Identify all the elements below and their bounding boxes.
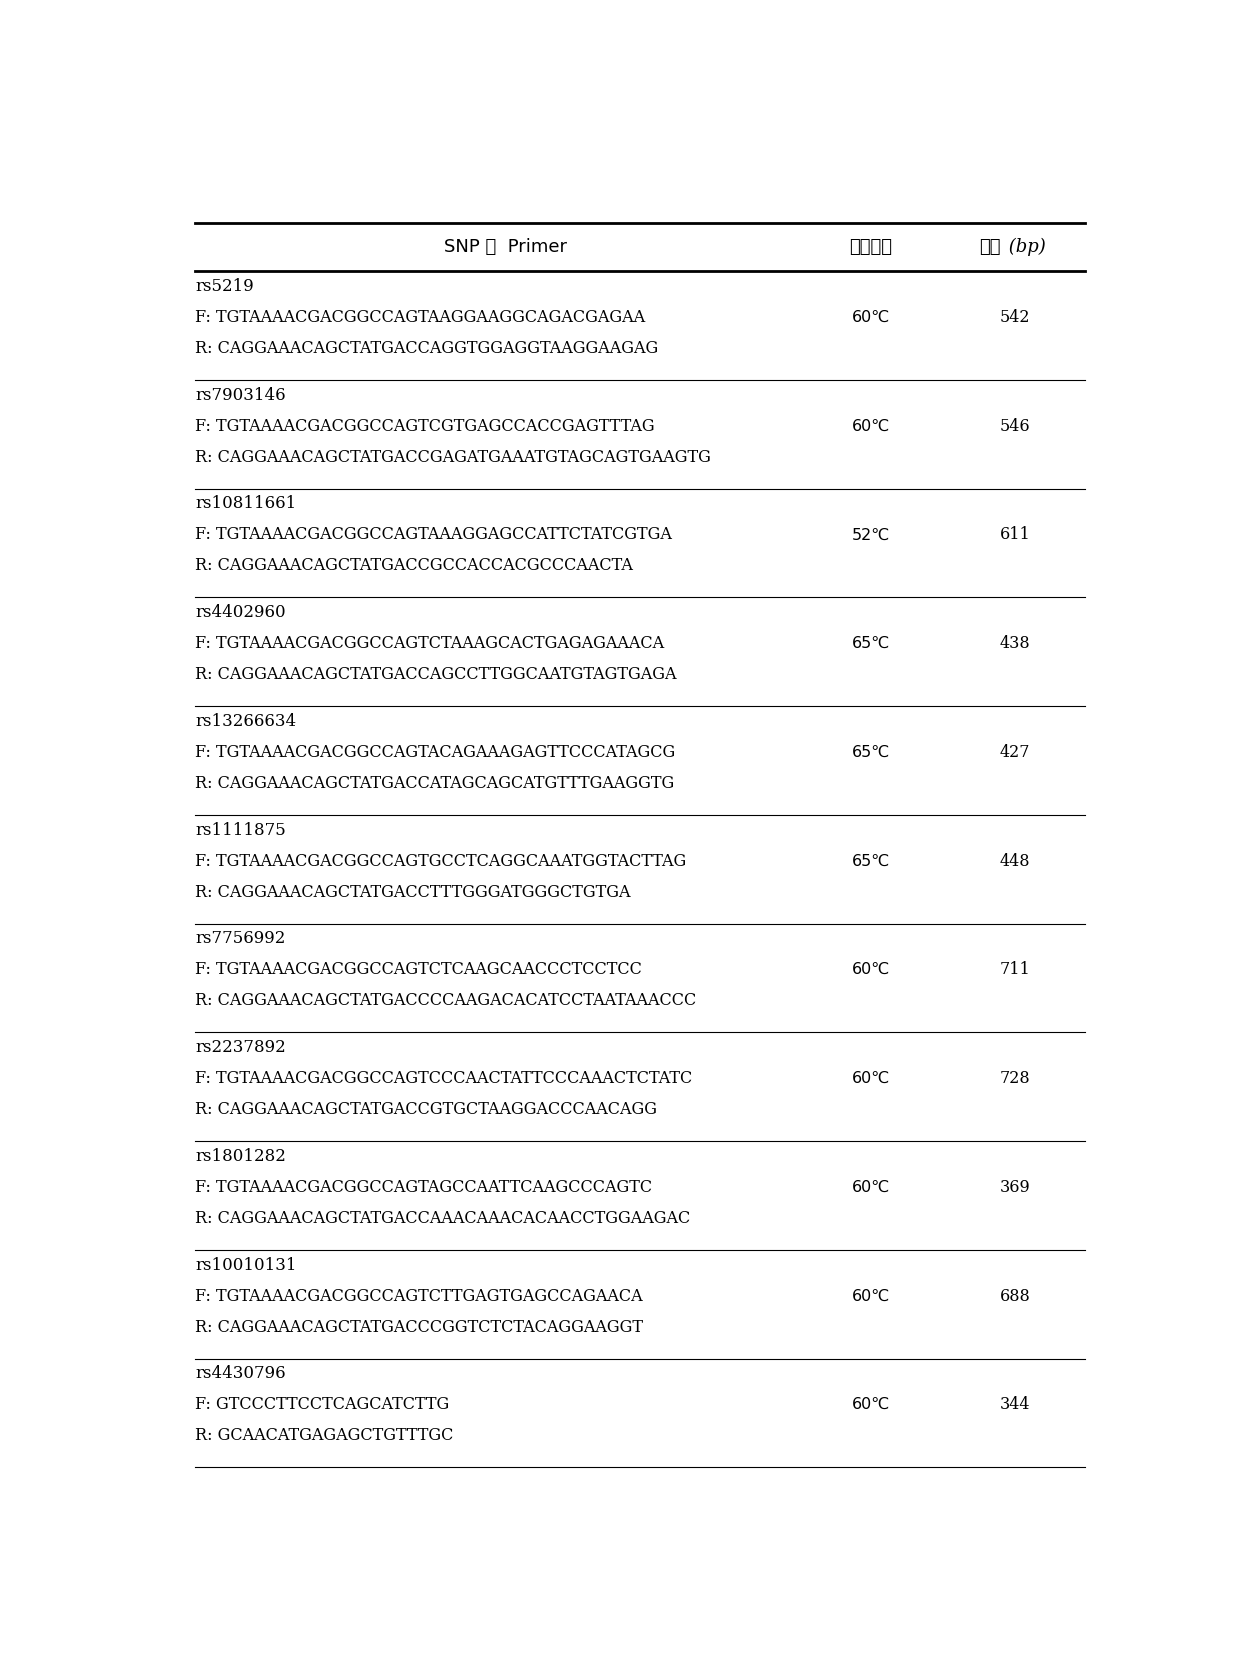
Text: F: TGTAAAACGACGGCCAGTAGCCAATTCAAGCCCAGTC: F: TGTAAAACGACGGCCAGTAGCCAATTCAAGCCCAGTC xyxy=(196,1179,652,1196)
Text: R: CAGGAAACAGCTATGACCGAGATGAAATGTAGCAGTGAAGTG: R: CAGGAAACAGCTATGACCGAGATGAAATGTAGCAGTG… xyxy=(196,449,712,466)
Text: 60℃: 60℃ xyxy=(852,309,890,324)
Text: 60℃: 60℃ xyxy=(852,1179,890,1194)
Text: 344: 344 xyxy=(999,1397,1030,1414)
Text: 542: 542 xyxy=(999,309,1030,326)
Text: R: CAGGAAACAGCTATGACCTTTGGGATGGGCTGTGA: R: CAGGAAACAGCTATGACCTTTGGGATGGGCTGTGA xyxy=(196,883,631,901)
Text: R: CAGGAAACAGCTATGACCAAACAAACACAACCTGGAAGAC: R: CAGGAAACAGCTATGACCAAACAAACACAACCTGGAA… xyxy=(196,1209,691,1227)
Text: R: CAGGAAACAGCTATGACCAGGTGGAGGTAAGGAAGAG: R: CAGGAAACAGCTATGACCAGGTGGAGGTAAGGAAGAG xyxy=(196,339,658,358)
Text: R: CAGGAAACAGCTATGACCGCCACCACGCCCAACTA: R: CAGGAAACAGCTATGACCGCCACCACGCCCAACTA xyxy=(196,557,634,574)
Text: 60℃: 60℃ xyxy=(852,1071,890,1086)
Text: R: GCAACATGAGAGCTGTTTGC: R: GCAACATGAGAGCTGTTTGC xyxy=(196,1427,454,1443)
Text: F: TGTAAAACGACGGCCAGTCTAAAGCACTGAGAGAAACA: F: TGTAAAACGACGGCCAGTCTAAAGCACTGAGAGAAAC… xyxy=(196,635,665,652)
Text: rs2237892: rs2237892 xyxy=(196,1039,286,1056)
Text: F: GTCCCTTCCTCAGCATCTTG: F: GTCCCTTCCTCAGCATCTTG xyxy=(196,1397,450,1414)
Text: R: CAGGAAACAGCTATGACCATAGCAGCATGTTTGAAGGTG: R: CAGGAAACAGCTATGACCATAGCAGCATGTTTGAAGG… xyxy=(196,775,675,792)
Text: R: CAGGAAACAGCTATGACCGTGCTAAGGACCCAACAGG: R: CAGGAAACAGCTATGACCGTGCTAAGGACCCAACAGG xyxy=(196,1101,657,1118)
Text: F: TGTAAAACGACGGCCAGTAAAGGAGCCATTCTATCGTGA: F: TGTAAAACGACGGCCAGTAAAGGAGCCATTCTATCGT… xyxy=(196,527,672,544)
Text: rs5219: rs5219 xyxy=(196,278,254,294)
Text: 60℃: 60℃ xyxy=(852,1289,890,1304)
Text: rs4402960: rs4402960 xyxy=(196,604,286,622)
Text: F: TGTAAAACGACGGCCAGTCTTGAGTGAGCCAGAACA: F: TGTAAAACGACGGCCAGTCTTGAGTGAGCCAGAACA xyxy=(196,1287,644,1304)
Text: 60℃: 60℃ xyxy=(852,1397,890,1412)
Text: 711: 711 xyxy=(999,961,1030,978)
Text: rs13266634: rs13266634 xyxy=(196,713,296,730)
Text: 60℃: 60℃ xyxy=(852,963,890,978)
Text: 52℃: 52℃ xyxy=(852,527,890,542)
Text: 大小: 大小 xyxy=(980,238,1001,256)
Text: rs10010131: rs10010131 xyxy=(196,1257,296,1274)
Text: 438: 438 xyxy=(999,635,1030,652)
Text: F: TGTAAAACGACGGCCAGTCCCAACTATTCCCAAACTCTATC: F: TGTAAAACGACGGCCAGTCCCAACTATTCCCAAACTC… xyxy=(196,1069,693,1088)
Text: F: TGTAAAACGACGGCCAGTCGTGAGCCACCGAGTTTAG: F: TGTAAAACGACGGCCAGTCGTGAGCCACCGAGTTTAG xyxy=(196,417,655,434)
Text: 427: 427 xyxy=(999,743,1030,762)
Text: 448: 448 xyxy=(999,853,1030,870)
Text: 728: 728 xyxy=(999,1069,1030,1088)
Text: R: CAGGAAACAGCTATGACCAGCCTTGGCAATGTAGTGAGA: R: CAGGAAACAGCTATGACCAGCCTTGGCAATGTAGTGA… xyxy=(196,667,677,683)
Text: rs1801282: rs1801282 xyxy=(196,1147,286,1164)
Text: 退火温度: 退火温度 xyxy=(849,238,893,256)
Text: F: TGTAAAACGACGGCCAGTACAGAAAGAGTTCCCATAGCG: F: TGTAAAACGACGGCCAGTACAGAAAGAGTTCCCATAG… xyxy=(196,743,676,762)
Text: (bp): (bp) xyxy=(1003,238,1045,256)
Text: 611: 611 xyxy=(999,527,1030,544)
Text: 65℃: 65℃ xyxy=(852,853,890,868)
Text: rs4430796: rs4430796 xyxy=(196,1365,286,1382)
Text: F: TGTAAAACGACGGCCAGTAAGGAAGGCAGACGAGAA: F: TGTAAAACGACGGCCAGTAAGGAAGGCAGACGAGAA xyxy=(196,309,646,326)
Text: 546: 546 xyxy=(999,417,1030,434)
Text: 65℃: 65℃ xyxy=(852,637,890,652)
Text: 60℃: 60℃ xyxy=(852,419,890,434)
Text: R: CAGGAAACAGCTATGACCCCAAGACACATCCTAATAAACCC: R: CAGGAAACAGCTATGACCCCAAGACACATCCTAATAA… xyxy=(196,993,697,1009)
Text: 65℃: 65℃ xyxy=(852,745,890,760)
Text: rs7903146: rs7903146 xyxy=(196,387,286,404)
Text: F: TGTAAAACGACGGCCAGTGCCTCAGGCAAATGGTACTTAG: F: TGTAAAACGACGGCCAGTGCCTCAGGCAAATGGTACT… xyxy=(196,853,687,870)
Text: R: CAGGAAACAGCTATGACCCGGTCTCTACAGGAAGGT: R: CAGGAAACAGCTATGACCCGGTCTCTACAGGAAGGT xyxy=(196,1319,644,1335)
Text: F: TGTAAAACGACGGCCAGTCTCAAGCAACCCTCCTCC: F: TGTAAAACGACGGCCAGTCTCAAGCAACCCTCCTCC xyxy=(196,961,642,978)
Text: 688: 688 xyxy=(999,1287,1030,1304)
Text: 369: 369 xyxy=(999,1179,1030,1196)
Text: rs10811661: rs10811661 xyxy=(196,496,296,512)
Text: SNP 和  Primer: SNP 和 Primer xyxy=(444,238,567,256)
Text: rs1111875: rs1111875 xyxy=(196,822,286,838)
Text: rs7756992: rs7756992 xyxy=(196,930,285,948)
